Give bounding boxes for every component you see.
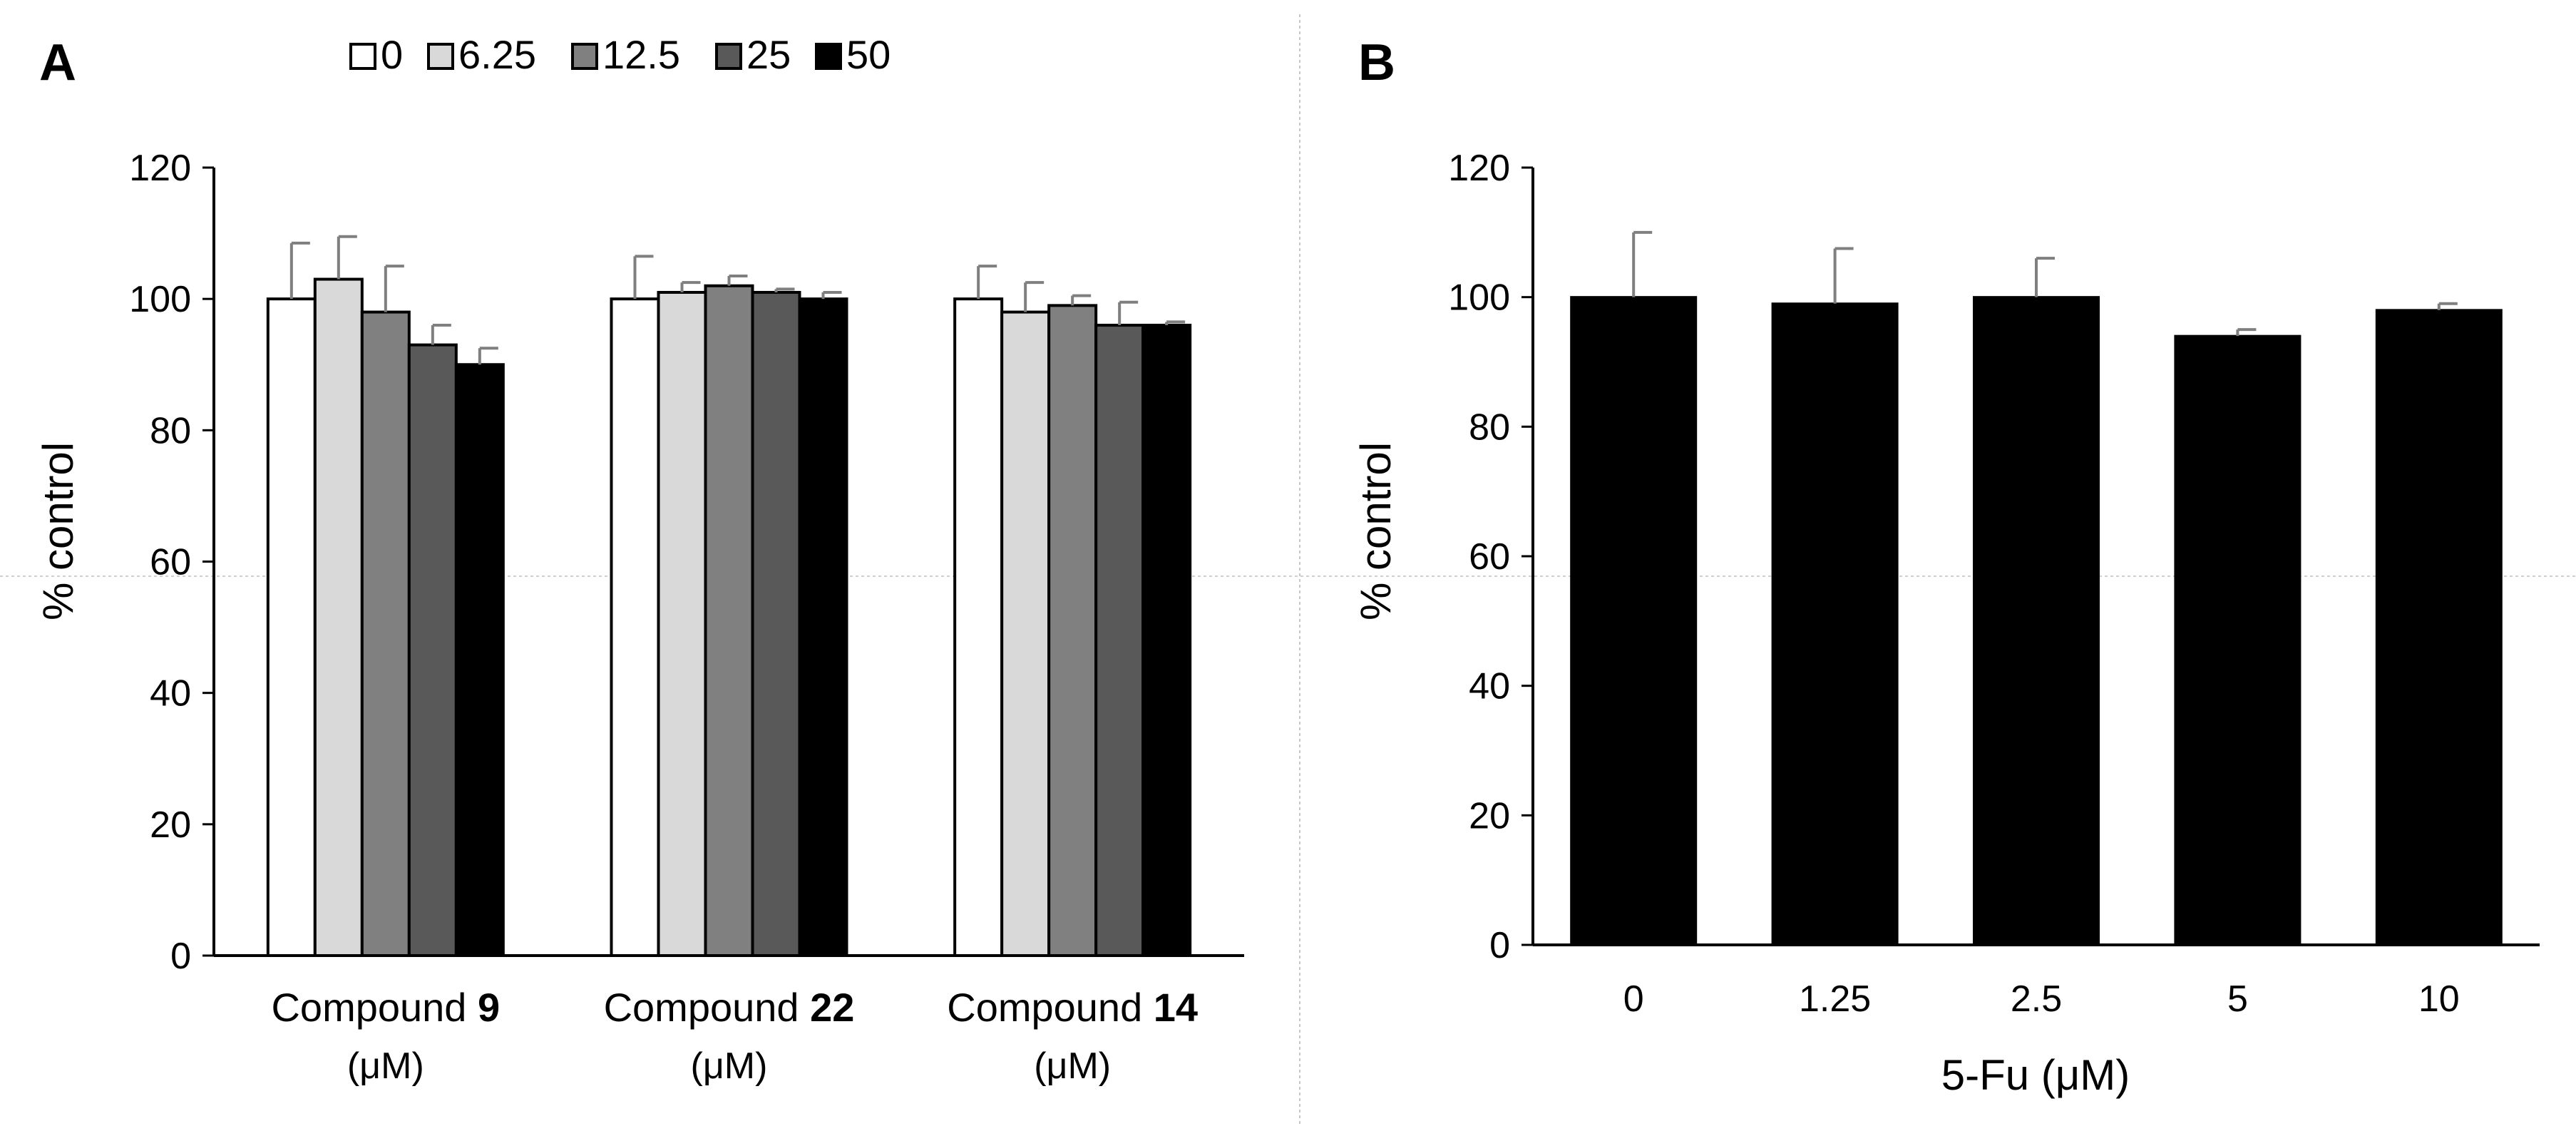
panel-a-y-tick-label: 60 xyxy=(150,542,191,583)
bar-50-cat2 xyxy=(1141,324,1192,957)
bar-5fu-2_5 xyxy=(1973,296,2100,946)
panel-b-y-tick-label: 60 xyxy=(1469,536,1510,578)
panel-a-y-tick-label: 0 xyxy=(170,936,191,977)
bar-12_5-cat0 xyxy=(360,310,411,958)
panel-b-y-tick-label: 120 xyxy=(1448,148,1510,189)
category-label: Compound 14 xyxy=(947,985,1198,1030)
category-unit-label: (μM) xyxy=(691,1045,768,1087)
bar-12_5-cat1 xyxy=(704,284,754,957)
bar-50-cat0 xyxy=(454,363,505,957)
panel-a-letter: A xyxy=(39,34,76,91)
panel-a-ylabel: % control xyxy=(34,442,82,620)
category-label-prefix: Compound xyxy=(271,985,478,1030)
panel-a-y-tick-label: 120 xyxy=(129,148,191,189)
bar-25-cat1 xyxy=(751,290,801,958)
bar-25-cat0 xyxy=(407,343,458,957)
legend-swatch-25 xyxy=(715,43,742,70)
panel-b-plot: 0 20 40 60 80 100 120 0 1.25 2.5 5 10 xyxy=(1448,148,2540,1020)
panel-b-y-tick-label: 20 xyxy=(1469,795,1510,836)
bar-25-cat2 xyxy=(1094,324,1145,957)
legend-label-0: 0 xyxy=(381,32,403,77)
panel-b-y-tick-label: 0 xyxy=(1489,925,1510,966)
x-tick-label: 0 xyxy=(1623,978,1644,1020)
bar-50-cat1 xyxy=(798,297,848,957)
panel-a-y-tick-label: 40 xyxy=(150,673,191,715)
legend-label-6_25: 6.25 xyxy=(458,32,536,77)
bar-6_25-cat0 xyxy=(313,277,364,957)
category-label-prefix: Compound xyxy=(947,985,1154,1030)
bar-6_25-cat1 xyxy=(657,290,707,958)
panel-b-letter: B xyxy=(1358,34,1395,91)
panel-a-y-tick-label: 20 xyxy=(150,804,191,846)
bar-0-cat2 xyxy=(953,297,1004,957)
panel-a-y-tick-label: 100 xyxy=(129,279,191,320)
bar-12_5-cat2 xyxy=(1047,304,1098,957)
legend-swatch-0 xyxy=(349,43,376,70)
legend-swatch-12_5 xyxy=(571,43,598,70)
panel-b-xlabel: 5-Fu (μM) xyxy=(1941,1051,2130,1099)
x-tick-label: 10 xyxy=(2418,978,2460,1020)
category-label-number: 9 xyxy=(478,985,500,1030)
legend-label-50: 50 xyxy=(846,32,891,77)
category-label-prefix: Compound xyxy=(604,985,811,1030)
bar-5fu-0 xyxy=(1570,296,1698,946)
bar-5fu-5 xyxy=(2174,334,2302,946)
bar-6_25-cat2 xyxy=(1000,310,1051,958)
legend-swatch-50 xyxy=(815,43,842,70)
bar-5fu-1_25 xyxy=(1771,302,1899,946)
panel-a-y-tick-label: 80 xyxy=(150,410,191,451)
bar-5fu-10 xyxy=(2375,309,2503,946)
panel-b-ylabel: % control xyxy=(1352,442,1400,620)
x-tick-label: 1.25 xyxy=(1799,978,1871,1020)
category-label: Compound 22 xyxy=(604,985,855,1030)
category-label-number: 22 xyxy=(810,985,854,1030)
category-label-number: 14 xyxy=(1154,985,1198,1030)
legend-label-25: 25 xyxy=(746,32,791,77)
bar-0-cat1 xyxy=(610,297,660,957)
bar-0-cat0 xyxy=(266,297,317,957)
category-unit-label: (μM) xyxy=(1034,1045,1111,1087)
panel-a-legend: 0 6.25 12.5 25 50 xyxy=(349,32,891,77)
x-tick-label: 5 xyxy=(2227,978,2248,1020)
panel-b-y-tick-label: 100 xyxy=(1448,277,1510,319)
legend-label-12_5: 12.5 xyxy=(602,32,680,77)
panel-a-plot: 0 20 40 60 80 100 120 Compound 9 (μM) Compound 22… xyxy=(129,148,1244,1087)
x-tick-label: 2.5 xyxy=(2011,978,2062,1020)
panel-b-y-tick-label: 40 xyxy=(1469,666,1510,707)
legend-swatch-6_25 xyxy=(427,43,454,70)
category-label: Compound 9 xyxy=(271,985,500,1030)
category-unit-label: (μM) xyxy=(347,1045,424,1087)
panel-b-y-tick-label: 80 xyxy=(1469,406,1510,448)
